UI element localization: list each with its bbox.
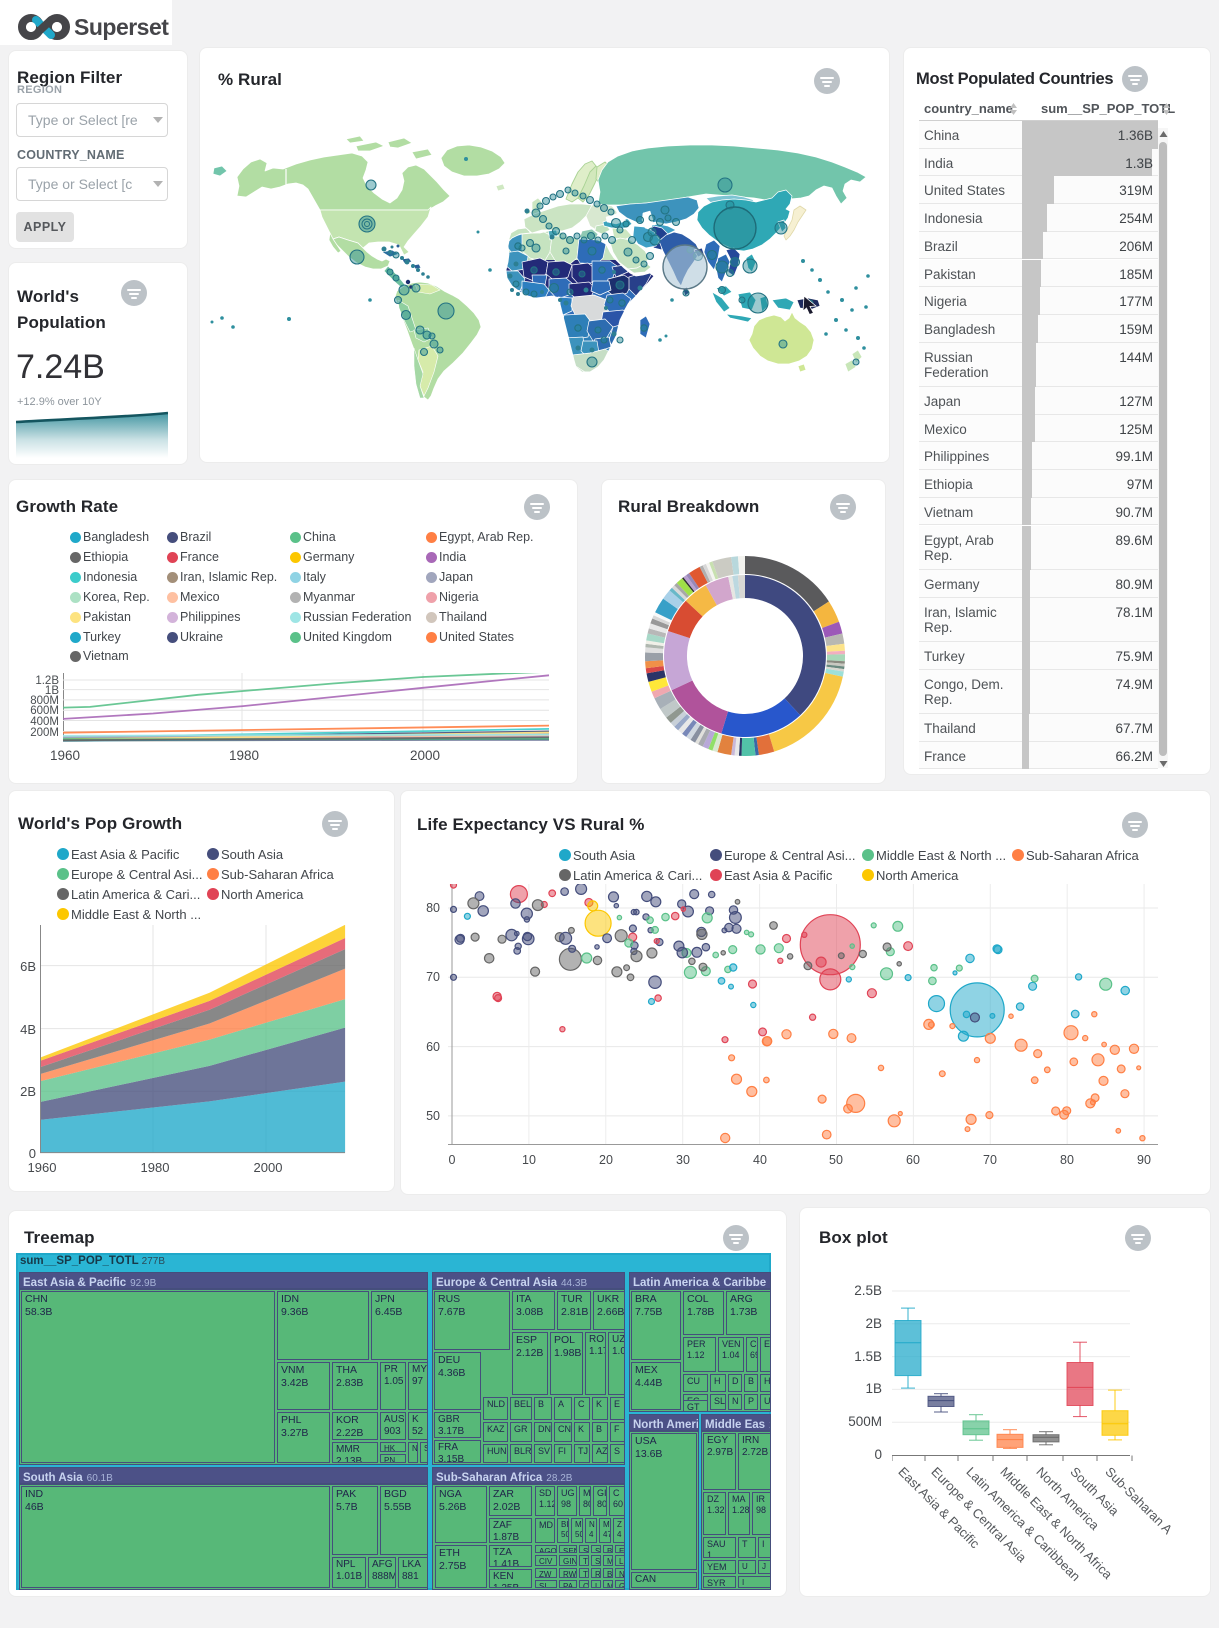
svg-text:Superset: Superset — [74, 14, 169, 40]
